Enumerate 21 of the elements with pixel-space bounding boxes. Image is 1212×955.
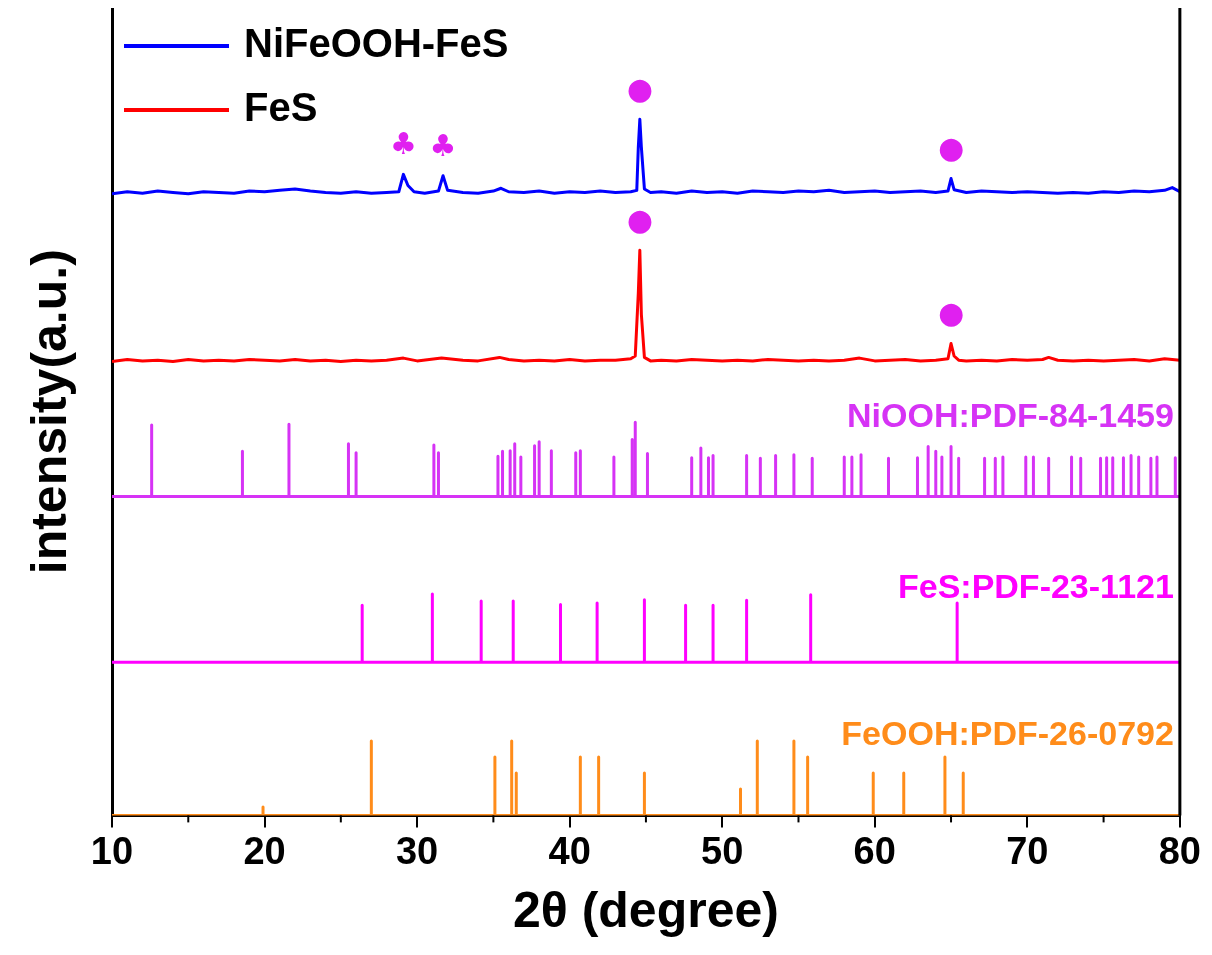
x-tick-label: 80 xyxy=(1158,829,1202,872)
series-label: FeOOH:PDF-26-0792 xyxy=(841,714,1174,753)
x-axis-title: 2θ (degree) xyxy=(512,881,779,938)
y-axis-title: intensity(a.u.) xyxy=(20,249,77,575)
annotation: ♣ xyxy=(429,127,457,163)
annotation: ● xyxy=(937,295,965,331)
x-tick-label: 30 xyxy=(395,829,439,872)
x-tick-label: 10 xyxy=(90,829,134,872)
x-tick-label: 60 xyxy=(853,829,896,872)
annotation: ● xyxy=(626,202,653,238)
annotation: ♣ xyxy=(389,126,417,162)
x-tick-label: 50 xyxy=(701,829,744,872)
x-tick-label: 70 xyxy=(1006,829,1049,872)
legend-label: NiFeOOH-FeS xyxy=(244,21,509,66)
x-tick-label: 20 xyxy=(243,829,286,872)
annotation: ● xyxy=(937,130,965,166)
series-label: FeS:PDF-23-1121 xyxy=(897,567,1174,606)
legend-label: FeS xyxy=(244,85,318,130)
annotation: ● xyxy=(626,71,653,107)
x-tick-label: 40 xyxy=(548,829,591,872)
series-label: NiOOH:PDF-84-1459 xyxy=(846,395,1174,434)
